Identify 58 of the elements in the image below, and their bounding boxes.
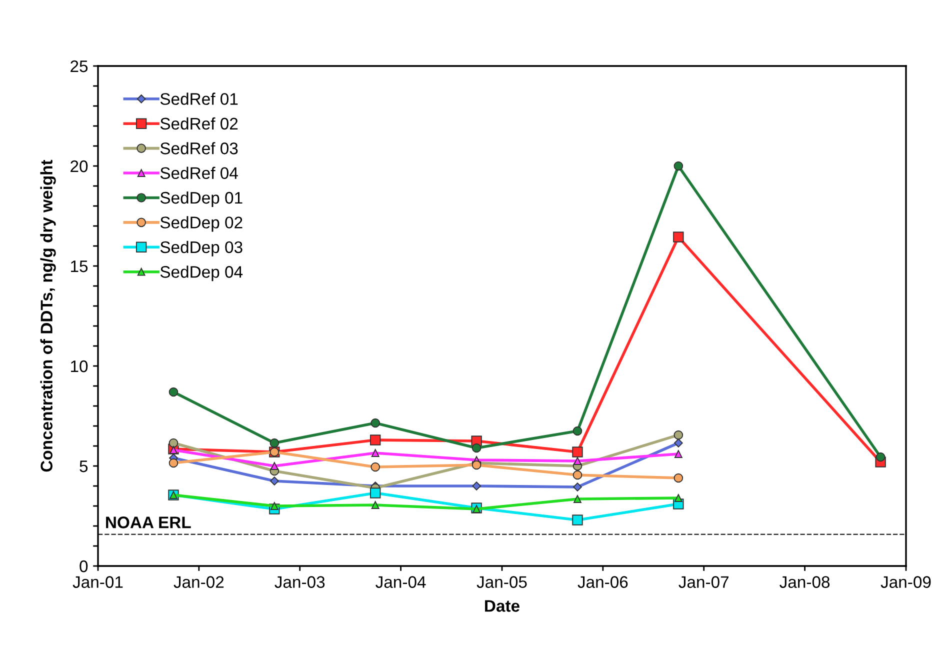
x-tick-label: Jan-03: [274, 576, 325, 588]
point: [168, 438, 178, 448]
point: [572, 426, 582, 436]
ref-line-label: NOAA ERL: [106, 516, 191, 528]
x-tick-label: Jan-05: [476, 576, 527, 588]
x-axis-title: Date: [485, 600, 520, 612]
point: [876, 452, 886, 462]
x-tick-label: Jan-07: [678, 576, 729, 588]
y-axis-title: Concentration of DDTs, ng/g dry weight: [40, 160, 56, 472]
x-tick-label: Jan-02: [174, 576, 224, 588]
point: [674, 438, 683, 448]
point: [573, 482, 582, 492]
legend-label: SedRef 04: [160, 166, 238, 180]
point: [472, 443, 482, 453]
point: [370, 434, 381, 446]
legend-label: SedRef 01: [160, 92, 238, 105]
point: [574, 457, 582, 465]
legend-label: SedRef 03: [160, 142, 238, 154]
point: [370, 418, 380, 428]
x-tick-label: Jan-04: [376, 576, 426, 588]
legend-label: SedDep 04: [160, 266, 243, 282]
legend-label: SedDep 01: [160, 191, 242, 208]
legend-label: SedDep 03: [160, 240, 242, 256]
point: [674, 473, 684, 483]
point: [270, 502, 278, 510]
legend-label: SedRef 02: [160, 117, 238, 130]
point: [472, 505, 481, 513]
point: [674, 494, 682, 502]
point: [170, 446, 178, 454]
x-tick-label: Jan-08: [780, 576, 830, 588]
y-tick-label: 5: [80, 460, 88, 472]
point: [472, 482, 481, 490]
point: [674, 161, 684, 171]
point: [572, 446, 583, 458]
point: [270, 438, 280, 448]
point: [370, 462, 380, 472]
point: [572, 470, 582, 480]
point: [168, 458, 178, 468]
point: [572, 514, 583, 526]
y-tick-label: 25: [70, 60, 88, 72]
x-tick-label: Jan-09: [880, 576, 931, 588]
x-tick-label: Jan-01: [72, 576, 123, 588]
legend-label: SedDep 02: [160, 216, 242, 232]
point: [574, 495, 582, 503]
x-tick-label: Jan-06: [578, 576, 628, 588]
point: [674, 430, 684, 440]
y-tick-label: 10: [71, 360, 88, 372]
point: [674, 450, 682, 458]
y-tick-label: 0: [80, 560, 88, 572]
point: [673, 232, 684, 242]
point: [370, 488, 381, 498]
point: [270, 476, 279, 486]
point: [371, 501, 380, 509]
y-tick-label: 20: [70, 160, 88, 172]
point: [168, 387, 178, 397]
y-tick-label: 15: [71, 260, 88, 272]
point: [371, 449, 380, 457]
point: [270, 462, 278, 470]
